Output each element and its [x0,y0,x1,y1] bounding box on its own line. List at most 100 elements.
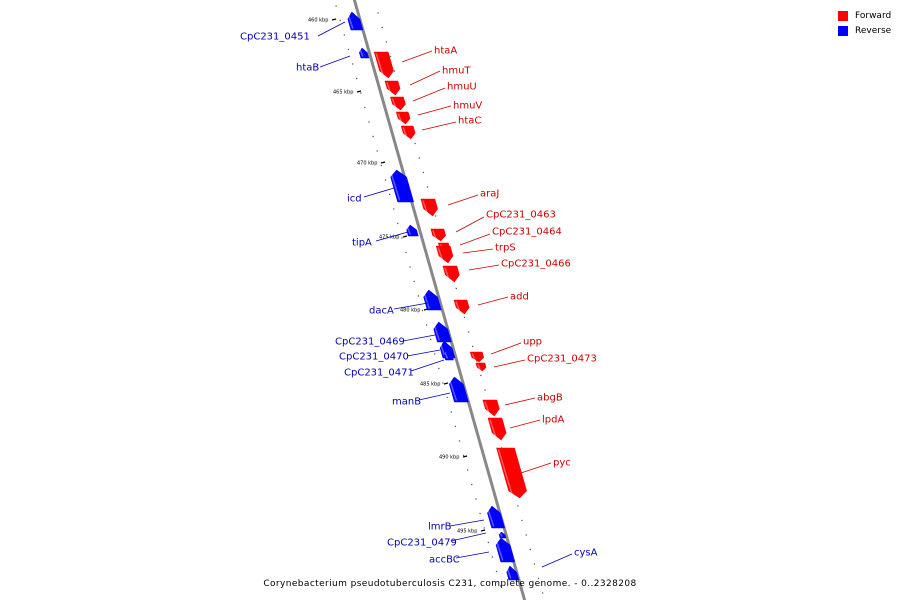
gene-shape[interactable] [430,228,446,242]
gene-highlight [422,200,429,215]
gene-arrow-icd[interactable] [389,169,415,203]
gene-arrow-pyc[interactable] [496,447,527,499]
gene-leader-line [447,194,479,206]
gene-shape[interactable] [406,224,419,237]
gene-shape[interactable] [443,350,454,361]
gene-shape[interactable] [390,169,415,203]
gene-label-CpC231_0466[interactable]: CpC231_0466 [501,259,571,270]
gene-highlight [506,567,512,579]
minor-tick [384,179,387,181]
gene-label-hmuU[interactable]: hmuU [447,82,477,93]
gene-shape[interactable] [384,80,401,96]
gene-label-dacA[interactable]: dacA [369,306,394,317]
gene-arrow-hmuT[interactable] [384,80,401,96]
gene-label-CpC231_0464[interactable]: CpC231_0464 [492,227,562,238]
minor-tick [393,208,395,210]
gene-label-htaC[interactable]: htaC [458,116,481,127]
tick-label: 470 kbp [357,161,377,167]
gene-shape[interactable] [435,245,454,264]
gene-label-CpC231_0470[interactable]: CpC231_0470 [339,352,409,363]
gene-label-CpC231_0479[interactable]: CpC231_0479 [387,538,457,549]
gene-label-cysA[interactable]: cysA [574,548,598,559]
gene-label-CpC231_0471[interactable]: CpC231_0471 [344,368,414,379]
gene-label-trpS[interactable]: trpS [495,243,516,254]
gene-label-lpdA[interactable]: lpdA [542,415,564,426]
minor-tick [529,548,531,551]
gene-label-htaA[interactable]: htaA [434,46,457,57]
gene-highlight [455,301,461,313]
gene-arrow-dacA[interactable] [422,289,442,311]
gene-label-upp[interactable]: upp [523,337,542,348]
gene-shape[interactable] [475,362,487,372]
gene-shape[interactable] [496,447,527,499]
gene-shape[interactable] [487,505,506,529]
gene-arrow-htaA[interactable] [373,51,394,79]
minor-tick [525,534,527,536]
gene-arrow-abgB[interactable] [482,399,500,417]
gene-shape[interactable] [373,51,394,79]
gene-highlight [422,291,431,309]
gene-shape[interactable] [453,299,470,315]
gene-label-CpC231_0451[interactable]: CpC231_0451 [240,32,310,43]
minor-tick [426,186,429,188]
gene-arrow-tipA[interactable] [406,224,419,237]
gene-arrow-CpC231_0479[interactable] [498,531,507,539]
gene-arrow-htaB[interactable] [359,47,370,59]
gene-arrow-hmuV[interactable] [395,111,411,125]
gene-arrow-CpC231_0469[interactable] [432,321,452,343]
minor-tick [479,512,481,515]
gene-label-pyc[interactable]: pyc [553,458,571,469]
gene-shape[interactable] [420,198,438,217]
gene-shape[interactable] [442,265,460,283]
gene-shape[interactable] [423,289,442,311]
minor-tick [351,63,354,65]
gene-label-hmuT[interactable]: hmuT [442,66,471,77]
gene-label-htaB[interactable]: htaB [296,63,319,74]
gene-label-add[interactable]: add [510,292,529,303]
gene-arrow-cysA[interactable] [506,565,520,581]
minor-tick [335,5,337,7]
gene-shape[interactable] [498,531,507,539]
gene-label-icd[interactable]: icd [347,194,362,205]
gene-label-manB[interactable]: manB [392,397,421,408]
gene-shape[interactable] [400,125,416,140]
gene-label-CpC231_0473[interactable]: CpC231_0473 [527,354,597,365]
gene-label-hmuV[interactable]: hmuV [453,101,482,112]
gene-arrow-htaC[interactable] [400,125,416,140]
gene-arrow-hmuU[interactable] [390,96,406,111]
gene-arrow-add[interactable] [453,299,470,315]
gene-arrow-upp[interactable] [469,351,485,363]
gene-arrow-CpC231_0451[interactable] [347,11,364,31]
gene-shape[interactable] [482,399,500,417]
gene-arrow-araJ[interactable] [420,198,438,217]
gene-arrow-CpC231_0466[interactable] [442,265,460,283]
gene-label-tipA[interactable]: tipA [352,238,372,249]
gene-label-araJ[interactable]: araJ [480,189,499,200]
gene-arrow-trpS[interactable] [435,245,454,264]
gene-arrow-CpC231_0463[interactable] [430,228,446,242]
major-tick [331,18,337,21]
major-tick [462,455,468,458]
gene-arrow-CpC231_0471[interactable] [443,350,454,361]
gene-label-lmrB[interactable]: lmrB [428,522,452,533]
gene-shape[interactable] [487,417,507,441]
gene-arrow-accBC[interactable] [495,537,516,563]
gene-shape[interactable] [390,96,406,111]
gene-shape[interactable] [506,565,520,581]
gene-arrow-lpdA[interactable] [487,417,507,441]
gene-shape[interactable] [347,11,364,31]
gene-shape[interactable] [449,376,469,403]
gene-arrow-lmrB[interactable] [486,505,506,529]
gene-shape[interactable] [469,351,485,363]
gene-shape[interactable] [495,537,516,563]
gene-highlight [477,364,481,370]
gene-label-accBC[interactable]: accBC [429,555,460,566]
gene-arrow-manB[interactable] [448,376,469,403]
gene-label-abgB[interactable]: abgB [537,393,563,404]
gene-shape[interactable] [359,47,370,59]
gene-label-CpC231_0463[interactable]: CpC231_0463 [486,210,556,221]
gene-arrow-CpC231_0473[interactable] [475,362,487,372]
gene-label-CpC231_0469[interactable]: CpC231_0469 [335,337,405,348]
gene-shape[interactable] [395,111,411,125]
tick-label: 480 kbp [400,308,420,314]
